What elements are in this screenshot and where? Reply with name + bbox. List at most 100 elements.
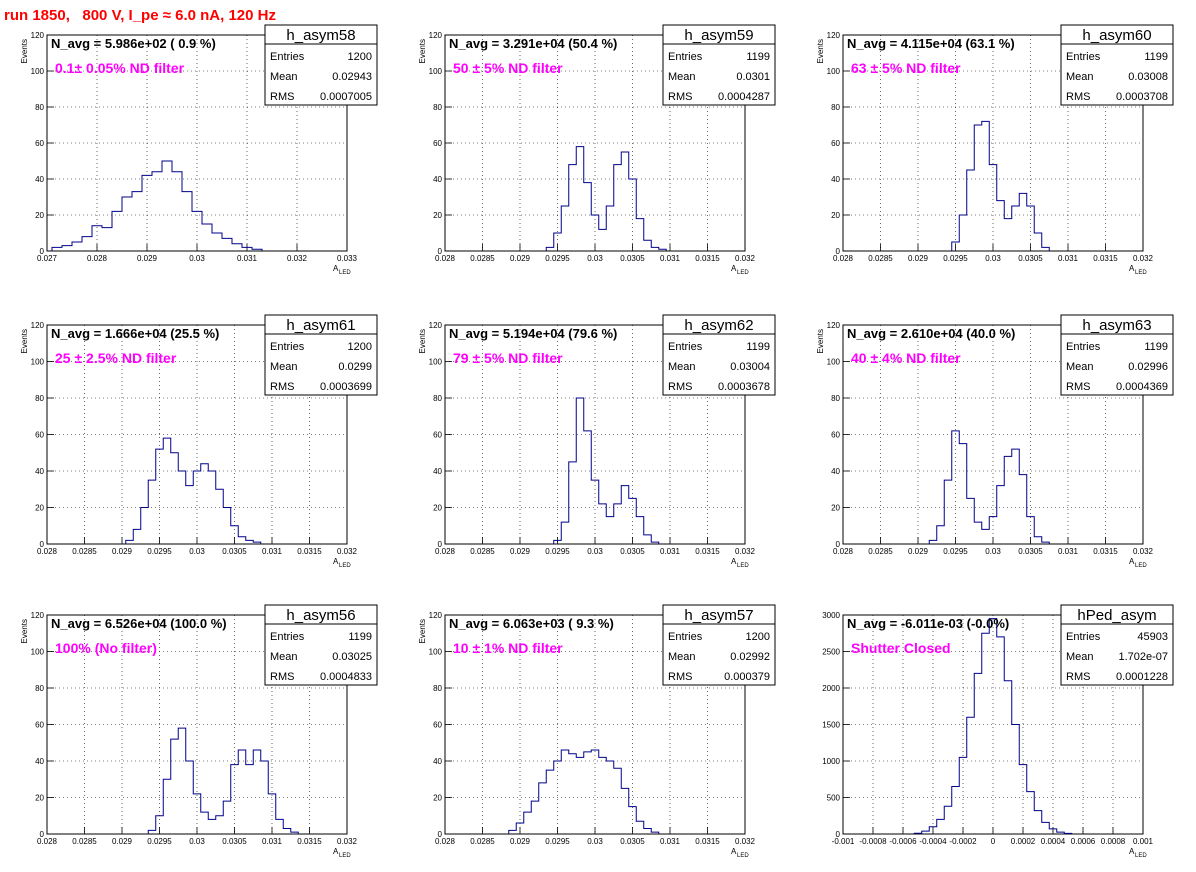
histogram-bin: [186, 486, 194, 544]
y-axis-label: Events: [816, 329, 825, 353]
histogram-bin: [1012, 206, 1020, 251]
x-tick-label: -0.001: [832, 837, 855, 846]
histogram-bin: [599, 757, 607, 834]
stats-box: [1060, 604, 1174, 686]
x-tick-label: 0.028: [435, 254, 456, 263]
y-tick-label: 60: [35, 721, 44, 730]
y-axis-label: Events: [816, 39, 825, 63]
x-tick-label: 0.032: [337, 837, 358, 846]
histogram-bin: [268, 794, 276, 834]
x-axis-label-subscript: LED: [1135, 853, 1147, 859]
histogram-bin: [193, 471, 201, 544]
histogram-bin: [621, 152, 629, 251]
histogram-bin: [1042, 542, 1050, 544]
x-axis-label: A: [731, 847, 737, 856]
histogram-bin: [614, 165, 622, 251]
x-tick-label: 0.029: [510, 254, 531, 263]
histogram-bin: [546, 247, 554, 251]
y-tick-label: 1000: [822, 757, 840, 766]
x-tick-label: 0: [991, 837, 996, 846]
x-tick-label: 0.029: [908, 254, 929, 263]
x-tick-label: 0.032: [287, 254, 308, 263]
histogram-bin: [126, 540, 134, 544]
histogram-panel-h_asym61: 0.028 0.0285 0.029 0.0295 0.03 0.0305 0.031 0.0…: [20, 314, 378, 569]
histogram-bin: [208, 819, 216, 834]
histogram-bin: [238, 537, 246, 544]
histogram-bin: [599, 229, 607, 251]
histogram-bin: [52, 247, 62, 251]
histogram-panel-h_asym58: 0.027 0.028 0.029 0.03 0.031 0.032 0.033 0 20 40 6…: [20, 24, 378, 276]
plot-frame: [46, 324, 348, 545]
x-tick-label: 0.0285: [470, 254, 495, 263]
histogram-bin: [192, 211, 202, 251]
y-tick-label: 60: [35, 431, 44, 440]
x-tick-label: 0.03: [189, 837, 205, 846]
histogram-bin: [148, 830, 156, 834]
x-axis-label: A: [731, 557, 737, 566]
x-tick-label: -0.0006: [889, 837, 917, 846]
filter-label: 10 ± 1% ND filter: [453, 640, 563, 656]
histogram-panel-hPed_asym: -0.001 -0.0008 -0.0006 -0.0004 -0.0002 0 0.000…: [822, 604, 1174, 859]
stat-label: Mean: [270, 651, 298, 663]
histogram-outline: [125, 437, 262, 544]
x-tick-label: 0.028: [435, 547, 456, 556]
x-axis-label: A: [1129, 557, 1135, 566]
histogram-bin: [621, 486, 629, 544]
stat-label: Entries: [1066, 51, 1101, 63]
x-tick-label: 0.0315: [297, 547, 322, 556]
y-tick-label: 80: [35, 394, 44, 403]
x-tick-label: 0.03: [985, 254, 1001, 263]
stats-box: [264, 24, 378, 106]
stat-value: 0.02992: [730, 651, 770, 663]
histogram-bin: [569, 165, 577, 251]
x-tick-label: 0.0305: [1018, 547, 1043, 556]
histogram-bin: [133, 529, 141, 544]
y-tick-label: 80: [433, 103, 442, 112]
stat-label: Mean: [668, 71, 696, 83]
stats-box: [662, 604, 776, 686]
x-tick-label: 0.0295: [147, 837, 172, 846]
x-tick-label: 0.0315: [1093, 547, 1118, 556]
histogram-bin: [982, 529, 990, 544]
x-tick-label: 0.0305: [620, 547, 645, 556]
histogram-bin: [967, 717, 975, 834]
stat-value: 0.0004369: [1116, 381, 1168, 393]
stat-value: 0.000379: [724, 671, 770, 683]
x-tick-label: 0.0002: [1011, 837, 1036, 846]
histogram-name: h_asym63: [1082, 317, 1151, 334]
stat-value: 1199: [746, 341, 770, 353]
y-tick-label: 80: [831, 394, 840, 403]
x-tick-label: 0.028: [435, 837, 456, 846]
histogram-panel-h_asym63: 0.028 0.0285 0.029 0.0295 0.03 0.0305 0.031 0.0…: [816, 314, 1174, 569]
histogram-bin: [959, 215, 967, 251]
histogram-bin: [283, 829, 291, 834]
y-tick-label: 100: [429, 67, 443, 76]
histogram-bin: [231, 526, 239, 544]
stat-value: 0.0301: [736, 71, 770, 83]
histogram-bin: [122, 197, 132, 251]
stat-label: RMS: [1066, 381, 1090, 393]
x-axis-label-subscript: LED: [737, 853, 749, 859]
histogram-bin: [539, 783, 547, 834]
y-axis-label: Events: [20, 329, 29, 353]
x-tick-label: -0.0008: [859, 837, 887, 846]
histogram-bin: [516, 823, 524, 834]
y-tick-label: 80: [831, 103, 840, 112]
histogram-bin: [132, 192, 142, 251]
x-tick-label: 0.029: [112, 547, 133, 556]
x-tick-label: 0.03: [587, 547, 603, 556]
y-tick-label: 100: [31, 67, 45, 76]
histogram-bin: [509, 830, 517, 834]
histogram-bin: [952, 431, 960, 544]
x-tick-label: 0.033: [337, 254, 358, 263]
histogram-bin: [178, 471, 186, 544]
stat-label: Mean: [1066, 651, 1094, 663]
x-tick-label: 0.032: [1133, 254, 1154, 263]
stat-value: 0.02943: [332, 71, 372, 83]
stat-label: RMS: [270, 671, 294, 683]
histogram-bin: [163, 438, 171, 544]
y-tick-label: 40: [35, 175, 44, 184]
navg-label: N_avg = 6.063e+03 ( 9.3 %): [449, 616, 614, 631]
histogram-name: h_asym56: [286, 607, 355, 624]
